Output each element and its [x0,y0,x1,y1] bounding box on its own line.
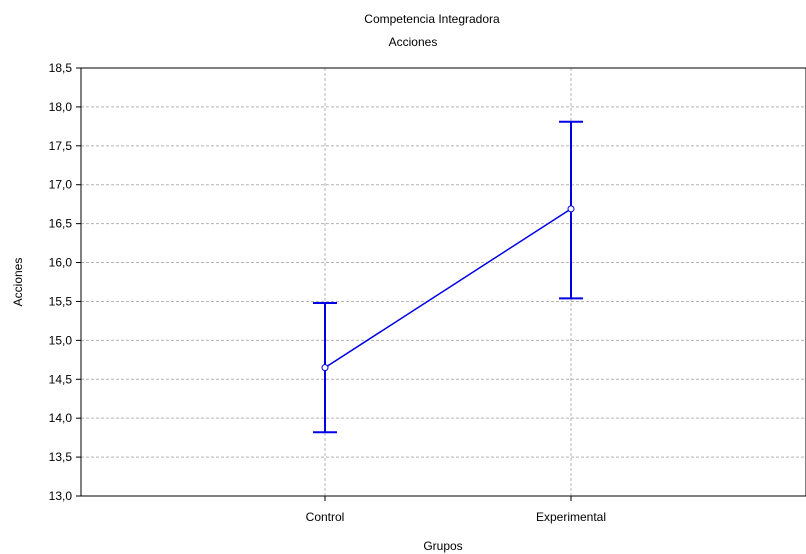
y-tick-label: 15,0 [49,333,73,347]
y-tick-label: 17,0 [49,178,73,192]
data-point [321,364,329,372]
y-tick-label: 18,5 [49,61,73,75]
chart-subtitle: Acciones [389,35,438,49]
y-tick-label: 16,0 [49,256,73,270]
chart-title: Competencia Integradora [364,12,500,26]
grid-lines [81,68,806,496]
y-tick-label: 17,5 [49,139,73,153]
y-tick-label: 14,5 [49,372,73,386]
x-tick-label: Experimental [536,510,606,524]
x-tick-label: Control [306,510,345,524]
data-point [567,205,575,213]
x-axis-label: Grupos [423,539,462,553]
series-line [324,208,572,369]
y-tick-label: 13,5 [49,450,73,464]
y-tick-label: 15,5 [49,294,73,308]
data-marks [313,120,583,434]
y-tick-label: 14,0 [49,411,73,425]
y-axis-label: Acciones [11,258,25,307]
plot-area-frame [80,67,806,497]
y-tick-label: 18,0 [49,100,73,114]
y-tick-label: 16,5 [49,217,73,231]
axis-ticks: 13,0 13,5 14,0 14,5 15,0 15,5 16,0 16,5 17,0 17,5… [49,61,606,524]
y-tick-label: 13,0 [49,489,73,503]
